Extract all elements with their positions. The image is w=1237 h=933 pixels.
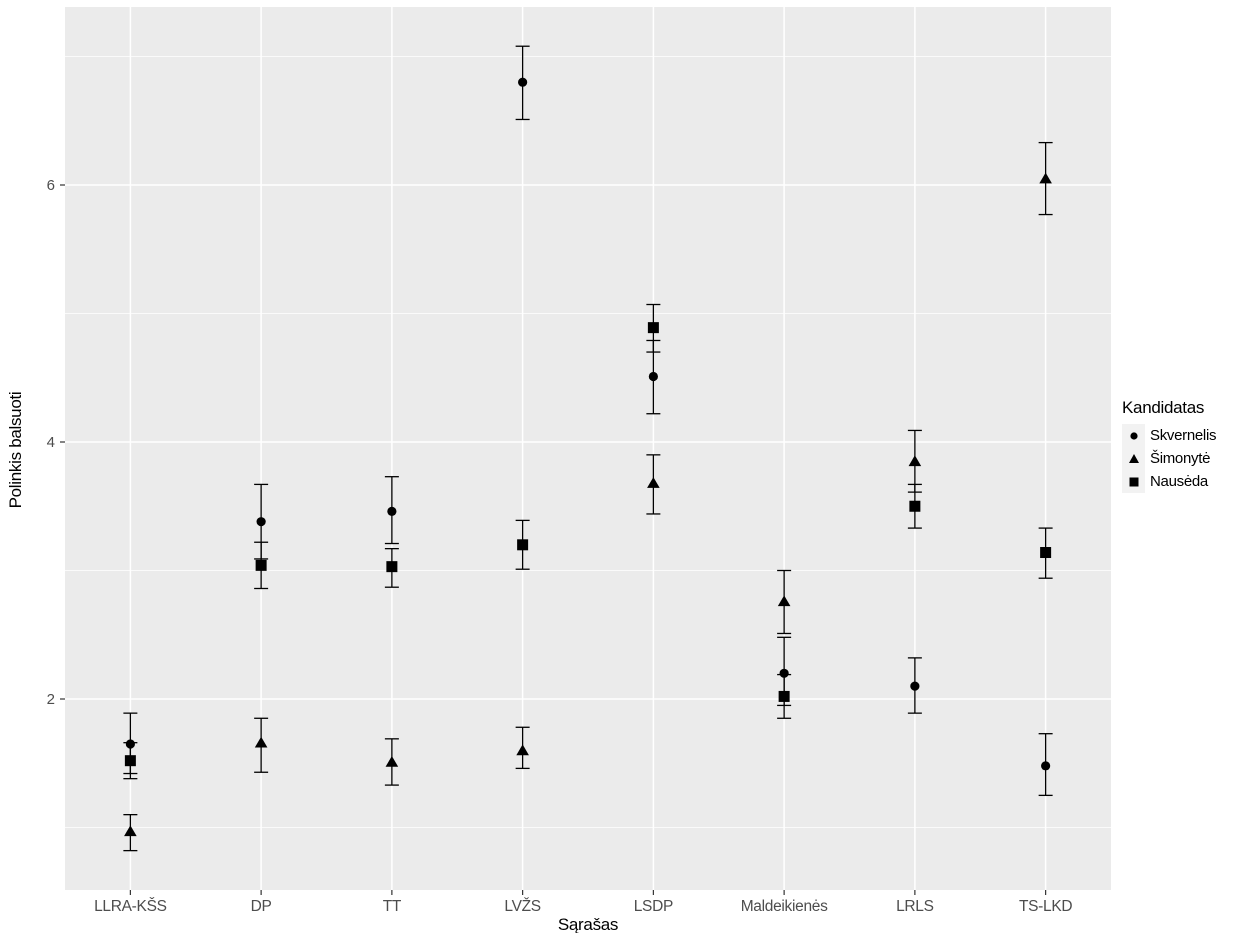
point-marker-square [255,559,267,571]
legend-label: Šimonytė [1150,450,1211,467]
legend: Kandidatas Skvernelis Šimonytė Nausėda [1122,398,1217,493]
y-tick-label: 4 [47,434,55,451]
point-marker-triangle [254,736,268,748]
point-marker-triangle [777,595,791,607]
x-tick-label: LRLS [896,898,934,915]
square-icon [1122,470,1145,493]
legend-item: Skvernelis [1122,424,1217,447]
point-marker-circle [910,681,920,691]
x-tick-label: TS-LKD [1019,898,1072,915]
point-marker-circle [1041,761,1051,771]
point-marker-square [647,322,659,334]
point-marker-triangle [516,744,529,756]
x-tick-label: TT [383,898,402,915]
legend-title: Kandidatas [1122,398,1205,417]
circle-icon [1122,424,1145,447]
x-tick-label: LLRA-KŠS [94,898,167,915]
point-marker-triangle [385,755,399,767]
legend-label: Skvernelis [1150,427,1217,444]
point-marker-square [386,561,398,573]
point-marker-square [517,539,529,551]
triangle-glyph [1128,453,1139,463]
legend-items: Skvernelis Šimonytė Nausėda [1122,424,1217,493]
legend-item: Nausėda [1122,470,1216,493]
x-tick-label: Maldeikienės [741,898,828,915]
point-marker-square [124,755,136,767]
panel-background [65,7,1111,890]
y-axis-title: Polinkis balsuoti [6,391,25,509]
point-marker-triangle [1039,172,1052,184]
x-tick-label: LSDP [634,898,673,915]
point-marker-square [778,690,790,702]
legend-label: Nausėda [1150,473,1208,490]
point-marker-square [909,500,921,512]
point-marker-circle [518,77,528,87]
x-axis-title: Sąrašas [557,915,619,933]
legend-item: Šimonytė [1122,447,1216,470]
triangle-icon [1122,447,1145,470]
x-tick-label: DP [251,898,272,915]
circle-glyph [1129,431,1138,440]
y-tick-label: 6 [47,177,55,194]
point-marker-triangle [908,455,922,467]
point-marker-triangle [124,825,137,837]
point-marker-circle [256,517,266,527]
square-glyph [1129,477,1138,486]
point-marker-circle [779,668,789,678]
point-marker-circle [648,371,658,382]
x-tick-label: LVŽS [504,898,540,915]
point-marker-square [1040,547,1052,559]
point-marker-triangle [647,477,660,488]
y-tick-label: 2 [47,691,55,708]
point-marker-circle [387,506,397,516]
